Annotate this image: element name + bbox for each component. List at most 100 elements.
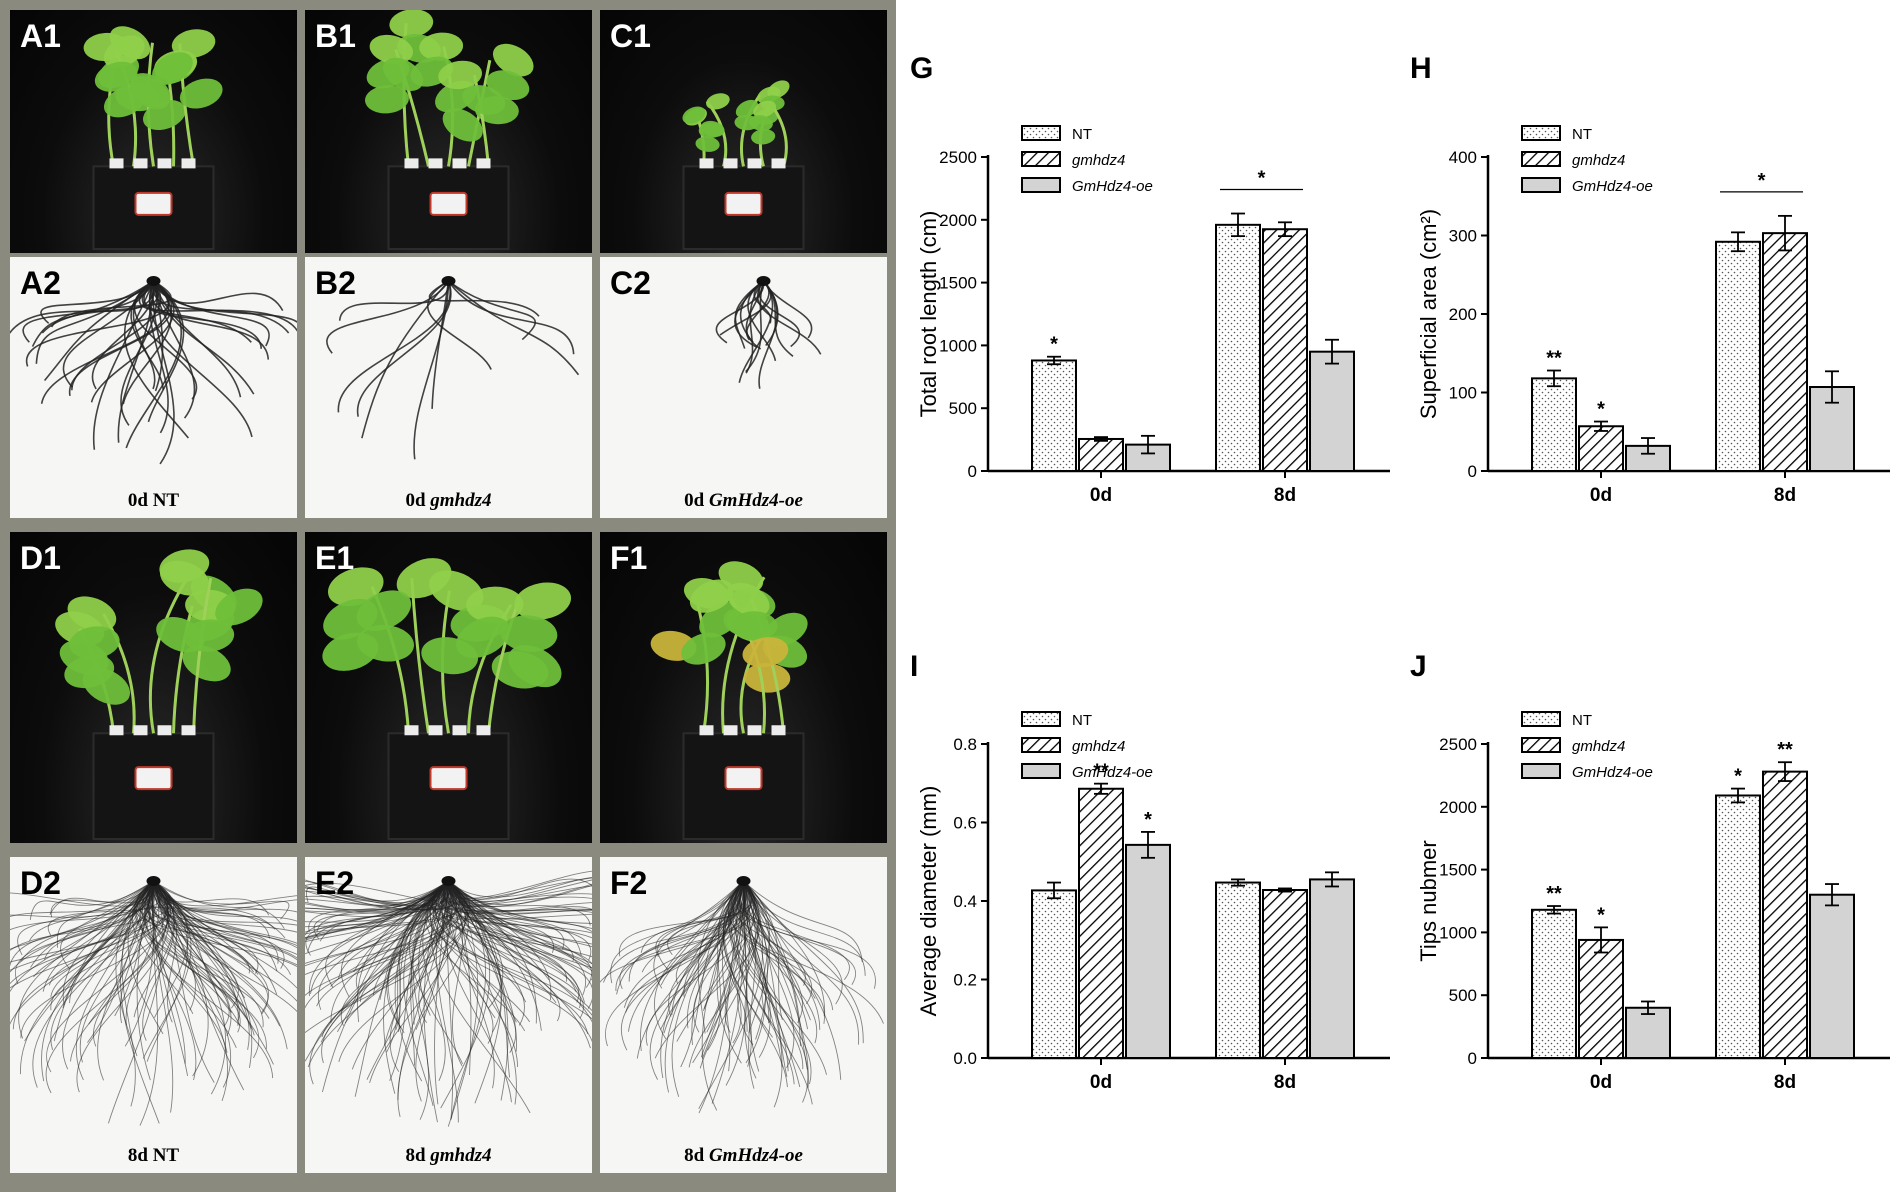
chart-panel-letter: G bbox=[910, 52, 934, 85]
bar-gmhdz4-oe-8d bbox=[1809, 893, 1855, 1059]
bar-nt-0d bbox=[1531, 908, 1577, 1059]
panel-label: B1 bbox=[315, 18, 356, 54]
bar-nt-8d bbox=[1715, 794, 1761, 1059]
bar-gmhdz4-oe-0d bbox=[1625, 1006, 1671, 1060]
legend: NT gmhdz4 GmHdz4-oe bbox=[1521, 125, 1653, 195]
legend-swatch bbox=[1521, 711, 1561, 727]
x-category-label: 0d bbox=[1590, 485, 1612, 506]
panel-label: A1 bbox=[20, 18, 61, 54]
error-bar bbox=[1094, 436, 1108, 442]
panel-caption: 0d GmHdz4-oe bbox=[600, 490, 887, 512]
panel-caption: 0d gmhdz4 bbox=[305, 490, 592, 512]
caption-day: 0d bbox=[127, 490, 148, 511]
y-tick-label: 2000 bbox=[1439, 798, 1477, 817]
panel-label: C1 bbox=[610, 18, 651, 54]
significance-marker: ** bbox=[1093, 761, 1109, 783]
photo-a2: A2 0d NT bbox=[10, 257, 297, 518]
legend: NT gmhdz4 GmHdz4-oe bbox=[1021, 711, 1153, 781]
chart-g-total-root-length: 0 500 1000 1500 2000 2500 Total root length (c… bbox=[900, 40, 1400, 510]
caption-genotype: NT bbox=[152, 1145, 180, 1166]
bar-nt-8d bbox=[1215, 881, 1261, 1059]
error-bar bbox=[1547, 369, 1561, 388]
panel-label: C2 bbox=[610, 265, 651, 301]
significance-marker: ** bbox=[1546, 348, 1562, 370]
y-tick-label: 0.6 bbox=[953, 814, 977, 833]
plant-photo-illustration bbox=[55, 549, 263, 840]
legend-label: GmHdz4-oe bbox=[1072, 178, 1153, 195]
significance-marker: * bbox=[1258, 168, 1266, 190]
y-tick-label: 0.0 bbox=[953, 1049, 977, 1068]
bar-gmhdz4-oe-8d bbox=[1309, 878, 1355, 1059]
y-tick-label: 0 bbox=[1468, 1049, 1477, 1068]
x-category-label: 8d bbox=[1274, 485, 1296, 506]
error-bar bbox=[1278, 887, 1292, 893]
chart-panel-letter: J bbox=[1410, 650, 1427, 683]
plant-photo-illustration bbox=[364, 10, 534, 251]
photo-b1: B1 bbox=[305, 10, 592, 253]
error-bar bbox=[1047, 881, 1061, 900]
bar-gmhdz4-8d bbox=[1262, 889, 1308, 1059]
y-tick-label: 400 bbox=[1449, 148, 1477, 167]
legend-label: gmhdz4 bbox=[1572, 152, 1625, 169]
panel-label: E1 bbox=[315, 540, 355, 576]
legend-swatch bbox=[1521, 125, 1561, 141]
photo-e2: E2 8d gmhdz4 bbox=[305, 857, 592, 1173]
y-tick-label: 2500 bbox=[1439, 735, 1477, 754]
caption-day: 8d bbox=[684, 1145, 705, 1166]
legend-swatch bbox=[1521, 177, 1561, 193]
bar-gmhdz4-8d bbox=[1762, 770, 1808, 1060]
y-tick-label: 300 bbox=[1449, 227, 1477, 246]
bar-gmhdz4-0d bbox=[1578, 938, 1624, 1060]
error-bar bbox=[1731, 231, 1745, 253]
legend-swatch bbox=[1021, 177, 1061, 193]
panel-label: A2 bbox=[20, 265, 61, 301]
photo-d2: D2 8d NT bbox=[10, 857, 297, 1173]
photo-b2: B2 0d gmhdz4 bbox=[305, 257, 592, 518]
legend-swatch bbox=[1521, 151, 1561, 167]
legend-label: GmHdz4-oe bbox=[1072, 764, 1153, 781]
legend: NT gmhdz4 GmHdz4-oe bbox=[1021, 125, 1153, 195]
y-tick-label: 2000 bbox=[939, 211, 977, 230]
y-tick-label: 500 bbox=[949, 399, 977, 418]
chart-panel-letter: H bbox=[1410, 52, 1432, 85]
panel-caption: 0d NT bbox=[10, 490, 297, 512]
bar-nt-8d bbox=[1215, 223, 1261, 472]
legend-label: NT bbox=[1072, 126, 1092, 143]
legend: NT gmhdz4 GmHdz4-oe bbox=[1521, 711, 1653, 781]
y-tick-label: 0.4 bbox=[953, 892, 977, 911]
significance-marker: * bbox=[1734, 766, 1742, 788]
significance-marker: * bbox=[1597, 904, 1605, 926]
significance-marker: ** bbox=[1777, 739, 1793, 761]
panel-caption: 8d GmHdz4-oe bbox=[600, 1145, 887, 1167]
y-tick-label: 500 bbox=[1449, 986, 1477, 1005]
legend-label: gmhdz4 bbox=[1072, 738, 1125, 755]
legend-swatch bbox=[1521, 763, 1561, 779]
error-bar bbox=[1825, 370, 1839, 404]
caption-day: 0d bbox=[405, 490, 426, 511]
error-bar bbox=[1731, 787, 1745, 804]
caption-genotype: NT bbox=[152, 490, 180, 511]
root-scan-illustration bbox=[326, 276, 580, 460]
caption-genotype: GmHdz4-oe bbox=[708, 490, 803, 511]
bar-nt-0d bbox=[1031, 889, 1077, 1059]
y-tick-label: 0.8 bbox=[953, 735, 977, 754]
error-bar bbox=[1547, 905, 1561, 915]
photo-f1: F1 bbox=[600, 532, 887, 843]
y-axis-label: Superficial area (cm²) bbox=[1416, 209, 1441, 419]
error-bar bbox=[1231, 878, 1245, 887]
bar-gmhdz4-oe-0d bbox=[1125, 843, 1171, 1059]
x-category-label: 0d bbox=[1090, 485, 1112, 506]
panel-caption: 8d NT bbox=[10, 1145, 297, 1167]
panel-label: F2 bbox=[610, 865, 648, 901]
error-bar bbox=[1594, 926, 1608, 954]
y-tick-label: 200 bbox=[1449, 305, 1477, 324]
y-axis-label: Total root length (cm) bbox=[916, 211, 941, 418]
legend-label: gmhdz4 bbox=[1572, 738, 1625, 755]
error-bar bbox=[1094, 782, 1108, 795]
photo-c2: C2 0d GmHdz4-oe bbox=[600, 257, 887, 518]
significance-marker: * bbox=[1597, 399, 1605, 421]
y-tick-label: 1000 bbox=[1439, 923, 1477, 942]
legend-label: GmHdz4-oe bbox=[1572, 764, 1653, 781]
error-bar bbox=[1641, 1000, 1655, 1015]
root-scan-illustration bbox=[600, 876, 884, 1114]
